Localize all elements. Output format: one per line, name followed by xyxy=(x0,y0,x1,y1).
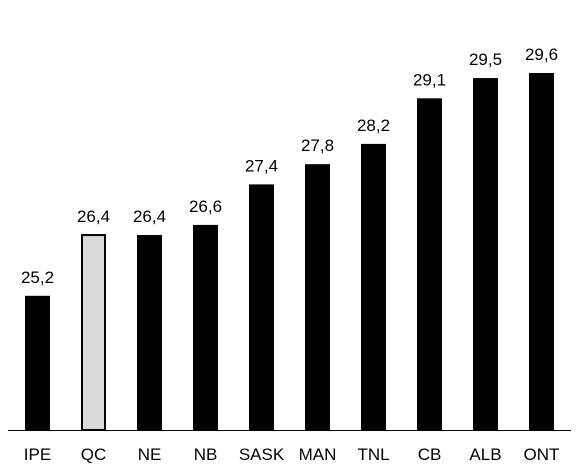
value-label-ont: 29,6 xyxy=(525,45,558,64)
value-labels: 25,2 26,4 26,4 26,6 27,4 27,8 28,2 29,1 29,5 29,6 xyxy=(21,45,558,287)
tick-label-qc: QC xyxy=(81,445,107,464)
tick-label-nb: NB xyxy=(194,445,218,464)
value-label-qc: 26,4 xyxy=(77,207,110,226)
bars xyxy=(25,73,554,431)
bar-ne xyxy=(137,235,162,430)
bar-nb xyxy=(193,224,218,430)
value-label-ne: 26,4 xyxy=(133,207,166,226)
tick-label-sask: SASK xyxy=(239,445,285,464)
value-label-sask: 27,4 xyxy=(245,156,278,175)
bar-alb xyxy=(473,78,498,430)
bar-qc xyxy=(81,234,106,431)
bar-cb xyxy=(417,98,442,430)
value-label-ipe: 25,2 xyxy=(21,268,54,287)
value-label-nb: 26,6 xyxy=(189,197,222,216)
tick-label-tnl: TNL xyxy=(357,445,389,464)
tick-label-ipe: IPE xyxy=(24,445,51,464)
bar-tnl xyxy=(361,143,386,430)
tick-label-ne: NE xyxy=(138,445,162,464)
tick-label-ont: ONT xyxy=(524,445,560,464)
tick-label-cb: CB xyxy=(418,445,442,464)
tick-label-man: MAN xyxy=(299,445,337,464)
bar-ipe xyxy=(25,295,50,430)
bar-ont xyxy=(529,73,554,430)
value-label-cb: 29,1 xyxy=(413,70,446,89)
x-tick-labels: IPE QC NE NB SASK MAN TNL CB ALB ONT xyxy=(24,445,560,464)
value-label-alb: 29,5 xyxy=(469,50,502,69)
bar-sask xyxy=(249,184,274,430)
bar-man xyxy=(305,164,330,431)
value-label-man: 27,8 xyxy=(301,136,334,155)
value-label-tnl: 28,2 xyxy=(357,116,390,135)
tick-label-alb: ALB xyxy=(469,445,501,464)
